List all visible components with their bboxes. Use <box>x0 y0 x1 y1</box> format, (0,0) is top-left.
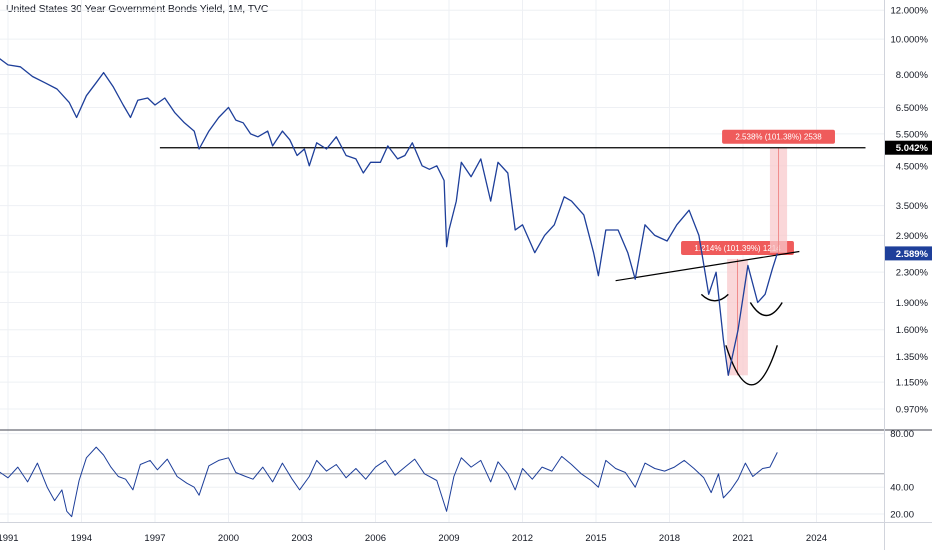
y-tick-label: 3.500% <box>896 201 929 212</box>
level-value-badge <box>885 140 932 155</box>
x-tick-label: 2015 <box>585 533 606 544</box>
y-tick-label: 4.500% <box>896 161 929 172</box>
y-tick-label: 8.000% <box>896 70 929 81</box>
x-tick-label: 1991 <box>0 533 19 544</box>
x-tick-label: 1997 <box>144 533 165 544</box>
y-tick-label: 1.150% <box>896 378 929 389</box>
x-tick-label: 2009 <box>438 533 459 544</box>
x-tick-label: 2018 <box>659 533 680 544</box>
sub-y-tick-label: 80.00 <box>890 429 914 440</box>
y-tick-label: 2.900% <box>896 231 929 242</box>
x-tick-label: 2000 <box>218 533 239 544</box>
y-tick-label: 1.600% <box>896 325 929 336</box>
last-price-badge <box>885 246 932 261</box>
sub-y-tick-label: 20.00 <box>890 509 914 520</box>
chart-title: United States 30 Year Government Bonds Y… <box>6 3 269 15</box>
x-tick-label: 1994 <box>71 533 92 544</box>
y-tick-label: 1.900% <box>896 298 929 309</box>
x-tick-label: 2021 <box>732 533 753 544</box>
y-tick-label: 6.500% <box>896 103 929 114</box>
y-tick-label: 2.300% <box>896 268 929 279</box>
y-tick-label: 0.970% <box>896 405 929 416</box>
yield-series-line <box>0 58 778 376</box>
arc-annotation <box>700 293 729 302</box>
arc-annotation <box>749 302 783 317</box>
measure-label-bg <box>722 129 835 144</box>
x-tick-label: 2006 <box>365 533 386 544</box>
y-tick-label: 12.000% <box>890 6 928 17</box>
sub-y-tick-label: 40.00 <box>890 483 914 494</box>
y-tick-label: 1.350% <box>896 352 929 363</box>
measure-label-bg <box>681 240 794 255</box>
y-tick-label: 5.500% <box>896 129 929 140</box>
trend-line <box>615 250 800 282</box>
x-tick-label: 2003 <box>291 533 312 544</box>
level-value-label: 5.042% <box>896 143 929 154</box>
x-tick-label: 2024 <box>806 533 827 544</box>
last-price-label: 2.589% <box>896 249 929 260</box>
x-tick-label: 2012 <box>512 533 533 544</box>
sub-series-line <box>0 446 778 518</box>
y-tick-label: 10.000% <box>890 35 928 46</box>
measure-label: 2.538% (101.38%) 2538 <box>735 133 822 142</box>
measure-label: 1.214% (101.39%) 1214 <box>694 244 781 253</box>
